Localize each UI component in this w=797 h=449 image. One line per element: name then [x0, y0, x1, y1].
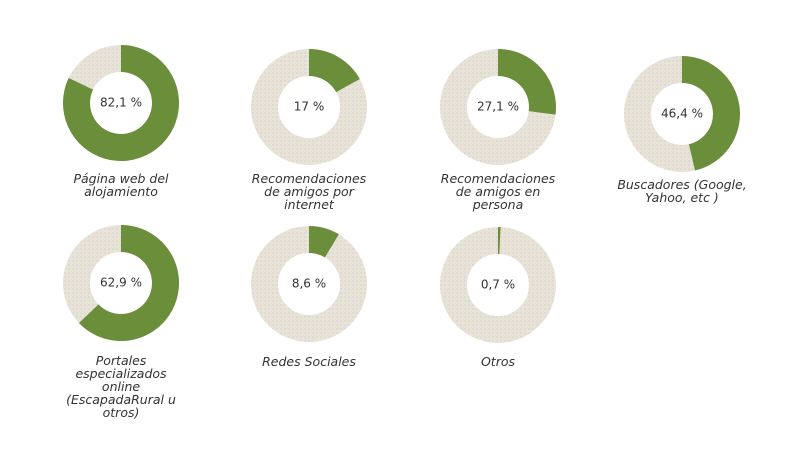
- donut-segment: [309, 226, 339, 258]
- chart-caption: Recomendaciones de amigos por internet: [251, 171, 367, 212]
- value-label: 46,4 %: [661, 107, 703, 121]
- value-label: 17 %: [294, 100, 325, 114]
- chart-caption: Página web del alojamiento: [73, 171, 169, 199]
- value-label: 62,9 %: [100, 276, 142, 290]
- chart-caption: Portales especializados online (Escapada…: [66, 353, 176, 420]
- value-label: 0,7 %: [481, 278, 515, 292]
- donut-segment: [62, 45, 179, 161]
- chart-caption: Otros: [480, 354, 516, 369]
- chart-caption: Recomendaciones de amigos en persona: [440, 171, 556, 212]
- donut-segment: [309, 49, 360, 93]
- value-label: 8,6 %: [292, 277, 326, 291]
- value-label: 82,1 %: [100, 96, 142, 110]
- donut-segment: [498, 227, 501, 255]
- donut-segment: [682, 56, 740, 171]
- value-label: 27,1 %: [477, 100, 519, 114]
- chart-caption: Buscadores (Google, Yahoo, etc ): [617, 177, 747, 205]
- donut-segment: [498, 49, 557, 115]
- chart-caption: Redes Sociales: [262, 354, 356, 369]
- donut-segment: [78, 225, 179, 341]
